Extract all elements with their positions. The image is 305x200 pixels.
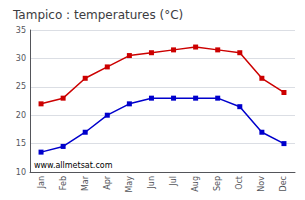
svg-text:Oct: Oct [235, 176, 244, 190]
svg-text:Jun: Jun [147, 176, 156, 190]
svg-text:Feb: Feb [59, 176, 68, 190]
svg-text:35: 35 [16, 26, 26, 35]
svg-text:Apr: Apr [103, 175, 112, 190]
svg-text:Nov: Nov [257, 176, 266, 192]
svg-text:Dec: Dec [279, 176, 288, 191]
svg-text:30: 30 [16, 54, 26, 63]
svg-text:20: 20 [16, 111, 26, 120]
svg-text:Tampico : temperatures (°C): Tampico : temperatures (°C) [12, 8, 183, 22]
svg-text:10: 10 [16, 168, 26, 177]
svg-text:Jan: Jan [37, 176, 46, 189]
svg-text:Aug: Aug [191, 176, 200, 192]
svg-text:Jul: Jul [169, 176, 178, 187]
svg-text:Sep: Sep [213, 176, 222, 191]
svg-text:25: 25 [16, 82, 26, 91]
svg-text:15: 15 [16, 139, 26, 148]
svg-text:May: May [125, 176, 134, 193]
svg-text:Mar: Mar [81, 175, 90, 191]
svg-text:www.allmetsat.com: www.allmetsat.com [34, 161, 113, 170]
